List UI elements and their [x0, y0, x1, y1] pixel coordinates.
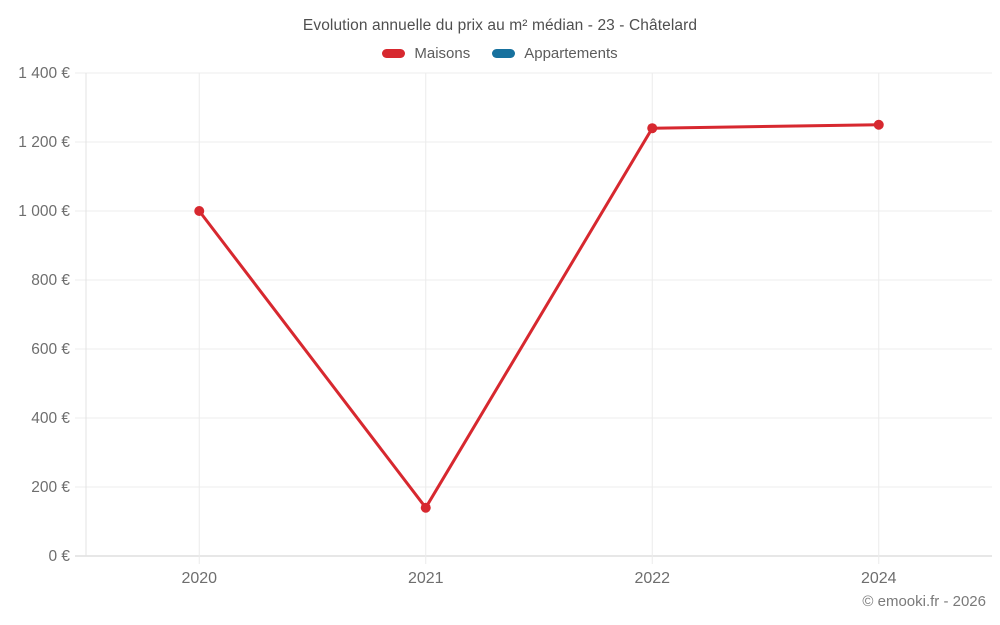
legend-swatch-icon [382, 49, 406, 58]
y-tick-label: 200 € [31, 479, 70, 496]
data-point-maisons-2020[interactable] [194, 206, 205, 216]
y-tick-label: 0 € [48, 548, 70, 565]
legend-swatch-icon [492, 49, 516, 58]
y-tick-label: 400 € [31, 410, 70, 427]
legend-item-appartements[interactable]: Appartements [492, 45, 618, 62]
credit-watermark: © emooki.fr - 2026 [862, 593, 986, 610]
y-tick-label: 1 400 € [18, 65, 70, 82]
chart-title: Evolution annuelle du prix au m² médian … [302, 17, 698, 34]
y-tick-label: 1 000 € [18, 203, 70, 220]
data-point-maisons-2022[interactable] [647, 123, 658, 134]
y-tick-label: 800 € [31, 272, 70, 289]
data-point-maisons-2021[interactable] [420, 502, 431, 513]
chart-legend: Maisons Appartements [0, 45, 1000, 62]
y-tick-label: 1 200 € [18, 134, 70, 151]
y-tick-label: 600 € [31, 341, 70, 358]
legend-label: Appartements [524, 45, 618, 62]
x-tick-label: 2020 [181, 570, 217, 587]
series-line-maisons [197, 123, 881, 510]
data-point-maisons-2024[interactable] [873, 119, 884, 130]
legend-label: Maisons [414, 45, 471, 62]
x-tick-label: 2021 [408, 570, 444, 587]
legend-item-maisons[interactable]: Maisons [382, 45, 470, 62]
x-tick-label: 2022 [634, 570, 670, 587]
x-tick-label: 2024 [861, 570, 897, 587]
